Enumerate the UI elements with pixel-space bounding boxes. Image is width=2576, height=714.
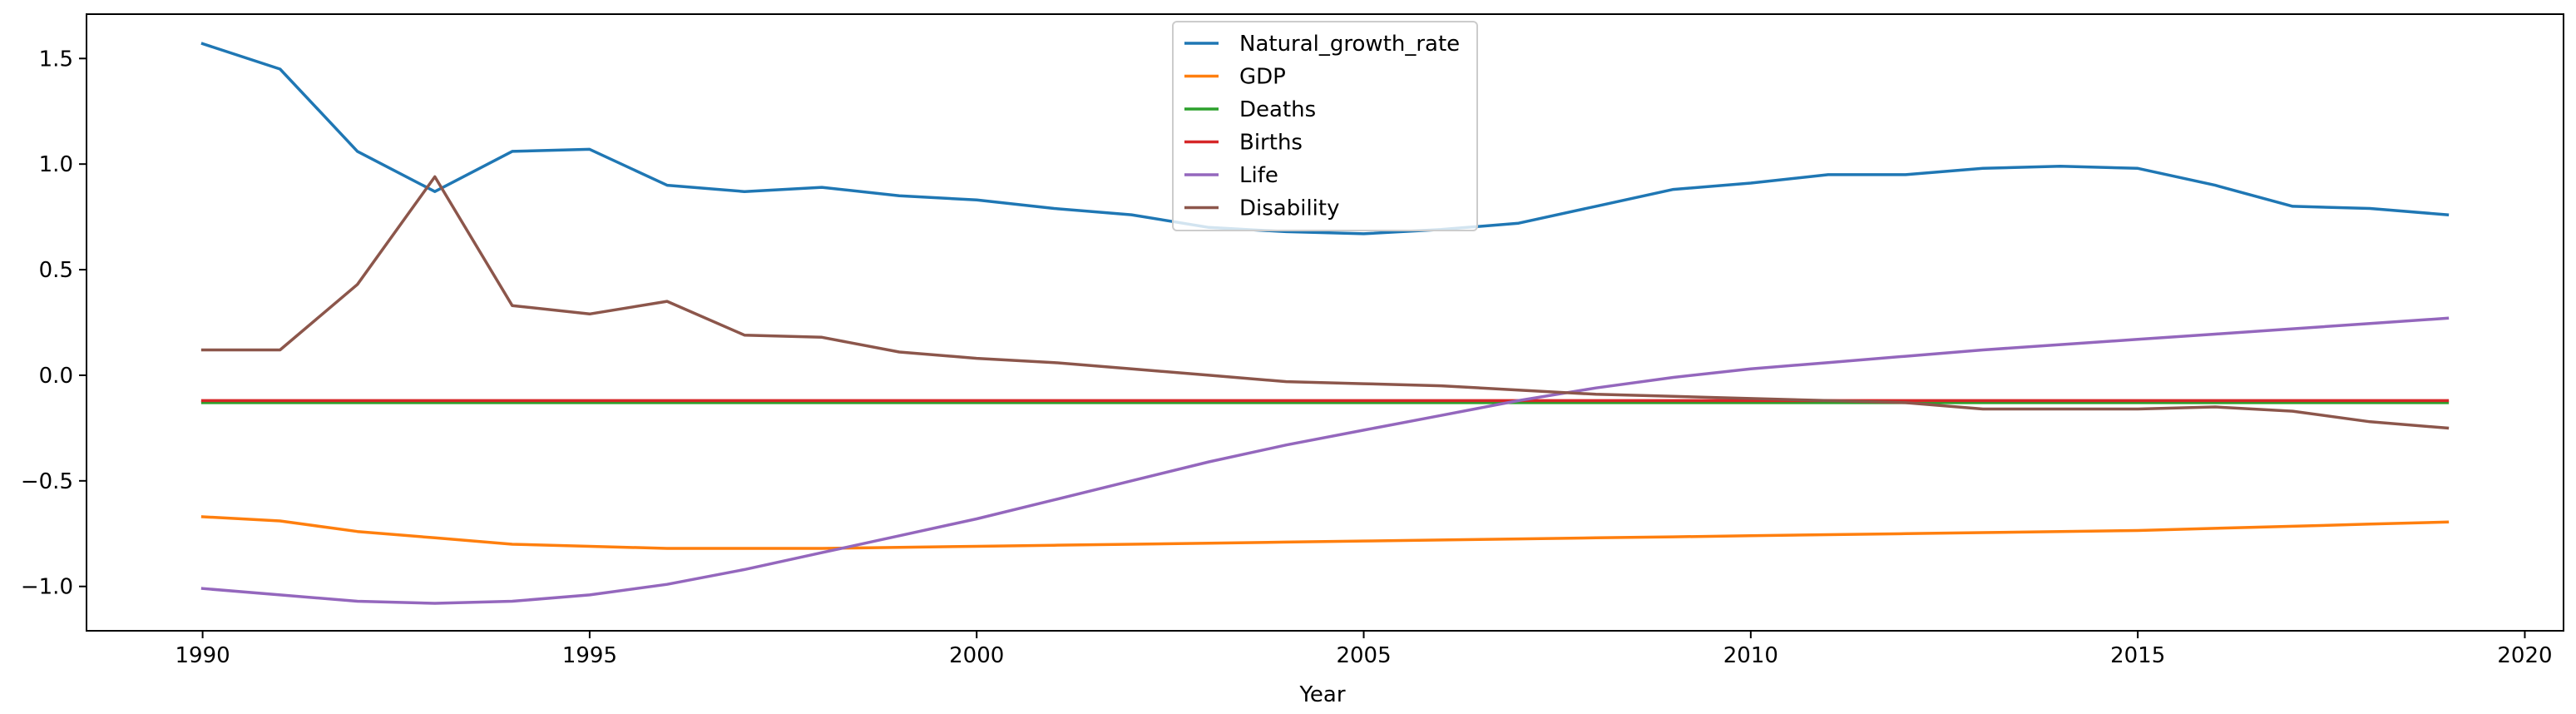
legend-box — [1172, 21, 1478, 231]
x-tick-label: 2020 — [2497, 643, 2552, 668]
y-tick-label: −1.0 — [21, 575, 73, 600]
legend-label: GDP — [1239, 65, 1286, 90]
series-line-life — [200, 316, 2450, 605]
y-tick-label: 1.5 — [39, 47, 73, 72]
x-axis-title: Year — [1298, 682, 1345, 707]
legend-label: Deaths — [1239, 97, 1316, 122]
legend-label: Life — [1239, 163, 1278, 188]
x-tick-label: 1990 — [176, 643, 230, 668]
series-line-disability — [200, 175, 2450, 430]
legend: Natural_growth_rate GDP Deaths Births Life Di… — [1172, 21, 1478, 231]
legend-label: Births — [1239, 131, 1303, 156]
x-tick-label: 2015 — [2110, 643, 2165, 668]
series-line-gdp — [200, 515, 2450, 550]
y-tick-label: −0.5 — [21, 469, 73, 494]
x-tick-label: 2005 — [1336, 643, 1391, 668]
x-tick-label: 2000 — [949, 643, 1004, 668]
x-tick-label: 2010 — [1723, 643, 1778, 668]
y-tick-label: 1.0 — [39, 152, 73, 177]
legend-label: Disability — [1239, 196, 1339, 221]
series-lines — [200, 42, 2450, 605]
y-tick-label: 0.0 — [39, 364, 73, 389]
series-line-natural-growth-rate — [200, 42, 2450, 236]
axes: 1990 1995 2000 2005 2010 2015 2020 −1.0 −0.5 0.0 0… — [21, 13, 2564, 668]
legend-label: Natural_growth_rate — [1239, 32, 1460, 57]
plot-frame — [86, 13, 2564, 632]
x-tick-label: 1995 — [562, 643, 617, 668]
y-tick-label: 0.5 — [39, 258, 73, 283]
